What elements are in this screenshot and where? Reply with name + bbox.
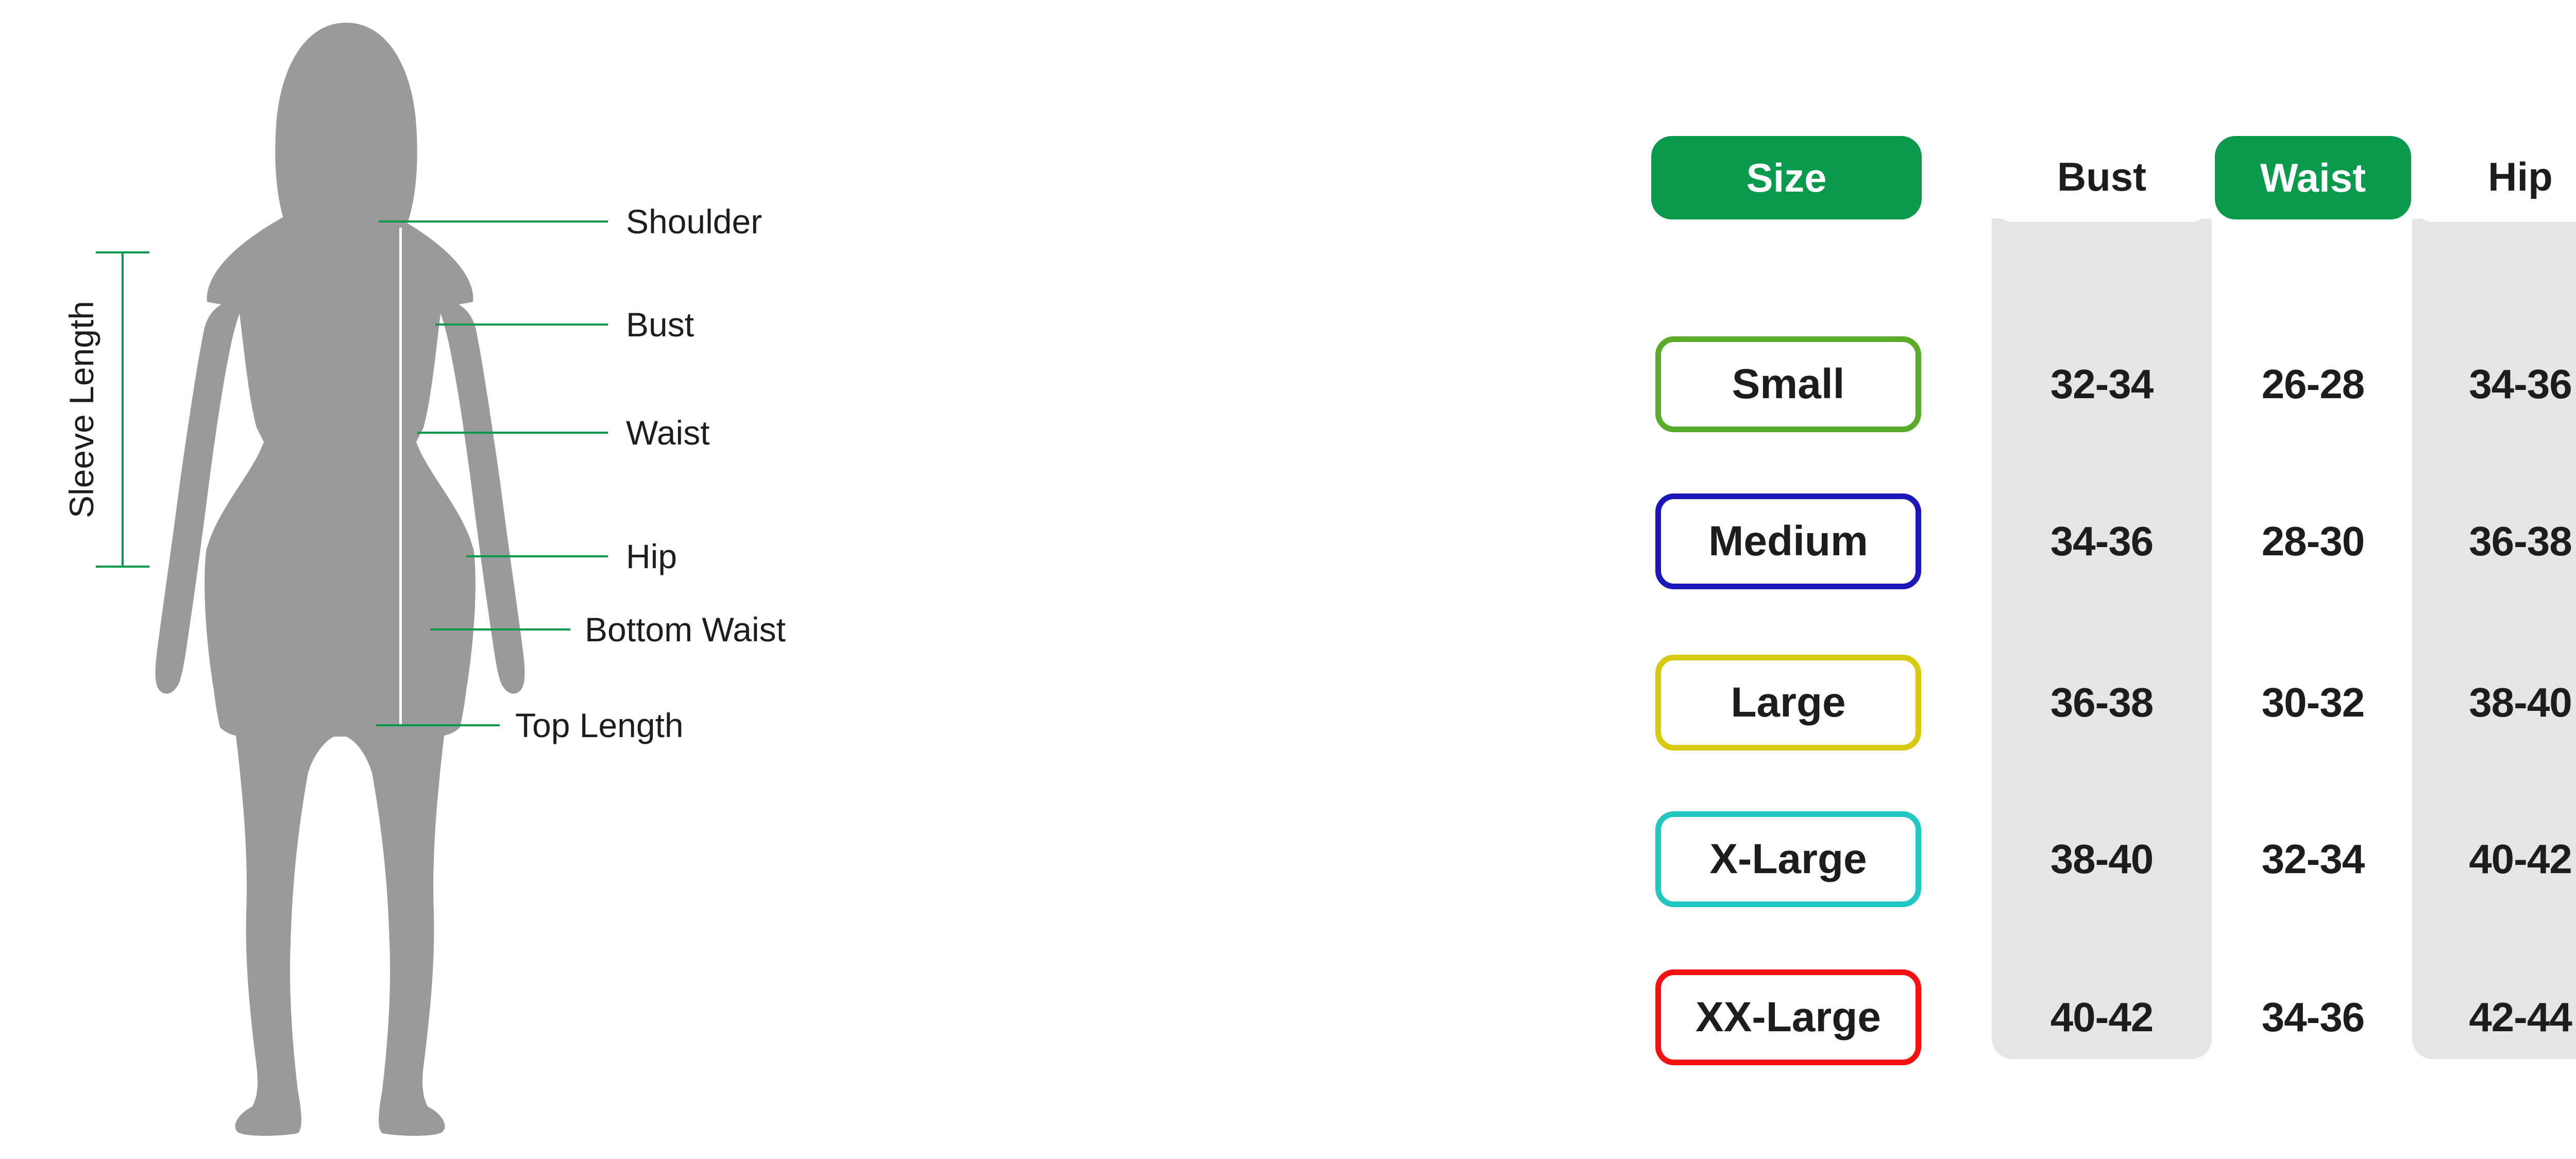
table-cell: 36-38 [1992, 664, 2212, 741]
figure-label-bust: Bust [626, 305, 694, 344]
table-cell: 42-44 [2412, 979, 2576, 1056]
cell-value: 36-38 [2050, 679, 2154, 725]
sleeve-length-tick-top [96, 251, 149, 253]
cell-value: 40-42 [2050, 994, 2154, 1040]
table-cell: 38-40 [1992, 821, 2212, 898]
table-cell: 32-34 [2215, 821, 2411, 898]
size-badge-x-large: X-Large [1655, 811, 1921, 907]
size-badge-label: X-Large [1709, 836, 1867, 882]
cell-value: 34-36 [2050, 518, 2154, 564]
figure-label-sleeve-length: Sleeve Length [62, 300, 100, 519]
cell-value: 38-40 [2050, 836, 2154, 882]
body-measurement-figure: Shoulder Bust Waist Hip Bottom Waist Top… [0, 0, 824, 1159]
size-badge-xx-large: XX-Large [1655, 969, 1921, 1065]
column-header-size: Size [1651, 136, 1922, 219]
cell-value: 40-42 [2469, 836, 2572, 882]
size-badge-large: Large [1655, 655, 1921, 751]
table-cell: 34-36 [1992, 503, 2212, 580]
bottom-waist-measure-line [430, 628, 570, 630]
female-silhouette [155, 23, 525, 1136]
size-badge-medium: Medium [1655, 493, 1921, 589]
cell-value: 36-38 [2469, 518, 2572, 564]
table-cell: 28-30 [2215, 503, 2411, 580]
size-badge-small: Small [1655, 336, 1921, 432]
cell-value: 32-34 [2050, 361, 2154, 407]
column-header-bust: Bust [1992, 131, 2212, 222]
table-cell: 30-32 [2215, 664, 2411, 741]
figure-label-waist: Waist [626, 414, 710, 452]
cell-value: 38-40 [2469, 679, 2572, 725]
hip-measure-line [466, 555, 608, 557]
cell-value: 28-30 [2261, 518, 2365, 564]
size-table: Size Bust Waist Hip Shoulder Sleeve Leng… [824, 0, 2576, 1159]
cell-value: 42-44 [2469, 994, 2572, 1040]
bust-measure-line [435, 323, 608, 326]
size-badge-label: XX-Large [1696, 994, 1881, 1041]
figure-label-top-length: Top Length [515, 706, 684, 744]
table-cell: 34-36 [2412, 346, 2576, 423]
silhouette-right-arm [433, 296, 525, 694]
table-cell: 34-36 [2215, 979, 2411, 1056]
table-cell: 38-40 [2412, 664, 2576, 741]
cell-value: 32-34 [2261, 836, 2365, 882]
column-bg-hip [2412, 218, 2576, 1059]
column-bg-bust [1992, 218, 2212, 1059]
size-badge-label: Medium [1708, 518, 1868, 565]
shoulder-measure-line [379, 220, 608, 223]
top-length-measure-line [376, 724, 500, 726]
column-header-waist: Waist [2215, 136, 2411, 219]
silhouette-torso-legs [205, 206, 476, 1136]
sleeve-length-bracket-line [122, 252, 124, 568]
table-cell: 40-42 [2412, 821, 2576, 898]
table-cell: 32-34 [1992, 346, 2212, 423]
table-cell: 36-38 [2412, 503, 2576, 580]
size-badge-label: Small [1732, 361, 1845, 407]
cell-value: 34-36 [2469, 361, 2572, 407]
figure-label-shoulder: Shoulder [626, 202, 762, 241]
table-cell: 26-28 [2215, 346, 2411, 423]
figure-label-hip: Hip [626, 537, 677, 575]
waist-measure-line [417, 432, 608, 434]
cell-value: 26-28 [2261, 361, 2365, 407]
size-badge-label: Large [1731, 679, 1846, 726]
cell-value: 30-32 [2261, 679, 2365, 725]
sleeve-length-tick-bottom [96, 566, 149, 568]
table-cell: 40-42 [1992, 979, 2212, 1056]
silhouette-left-arm [155, 296, 247, 694]
column-header-hip: Hip [2412, 131, 2576, 222]
silhouette-head [275, 23, 417, 259]
top-length-reference-line [399, 228, 402, 726]
figure-label-bottom-waist: Bottom Waist [585, 610, 786, 649]
cell-value: 34-36 [2261, 994, 2365, 1040]
